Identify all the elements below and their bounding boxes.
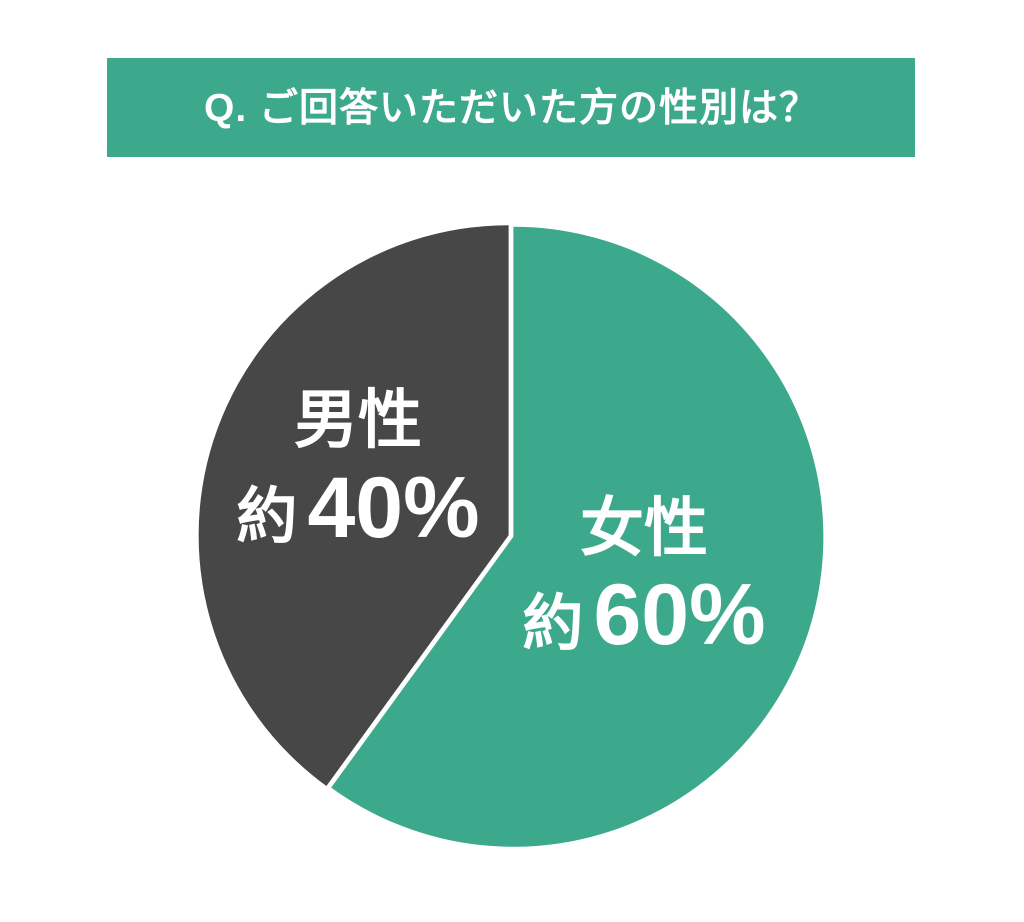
svg-text:女性: 女性	[580, 492, 708, 564]
svg-text:男性: 男性	[294, 384, 422, 456]
